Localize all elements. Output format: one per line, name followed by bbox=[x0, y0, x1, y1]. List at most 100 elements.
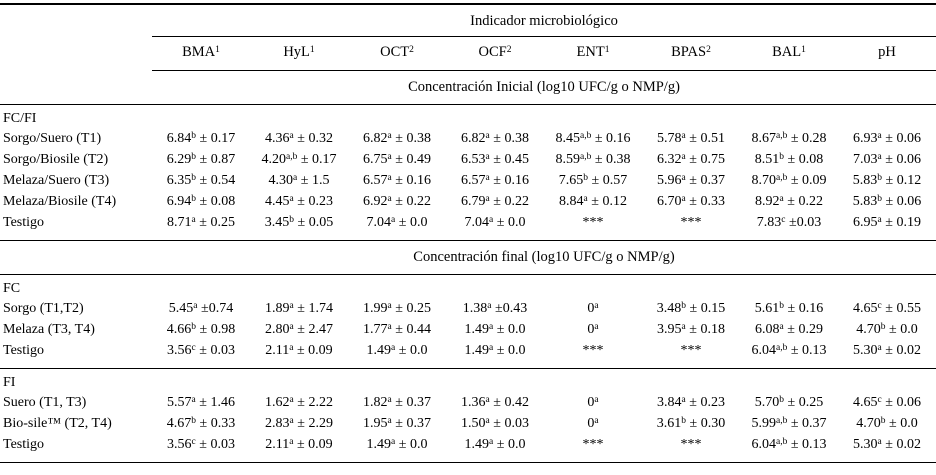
section-header-row: Concentración Inicial (log10 UFC/g o NMP… bbox=[0, 70, 936, 105]
column-header-row: BMA1 HyL1 OCT2 OCF2 ENT1 BPAS2 BAL1 pH bbox=[0, 36, 936, 71]
table-cell: 1.49a ± 0.0 bbox=[366, 343, 428, 358]
table-cell: 4.67b ± 0.33 bbox=[166, 416, 236, 431]
table-cell: 6.04a,b ± 0.13 bbox=[751, 437, 827, 452]
table-cell: 6.82a ± 0.38 bbox=[461, 131, 529, 146]
section-header: Concentración final (log10 UFC/g o NMP/g… bbox=[152, 240, 936, 275]
table-cell: 5.83b ± 0.06 bbox=[852, 194, 922, 209]
table-cell: 7.65b ± 0.57 bbox=[558, 173, 628, 188]
table-cell: 4.20a,b ± 0.17 bbox=[261, 152, 337, 167]
row-label: Testigo bbox=[3, 437, 45, 452]
table-cell: 4.65c ± 0.55 bbox=[853, 301, 921, 316]
table-cell: 0a bbox=[587, 322, 599, 337]
section-header-row: Concentración final (log10 UFC/g o NMP/g… bbox=[0, 240, 936, 275]
column-header: BAL1 bbox=[740, 36, 838, 71]
table-cell: 6.32a ± 0.75 bbox=[657, 152, 725, 167]
table-cell: *** bbox=[582, 215, 604, 230]
table-cell: 3.48b ± 0.15 bbox=[656, 301, 726, 316]
table-row: Suero (T1, T3) 5.57a ± 1.46 1.62a ± 2.22 1.… bbox=[0, 392, 936, 413]
row-label: Melaza/Biosile (T4) bbox=[3, 194, 117, 209]
table-cell: 6.57a ± 0.16 bbox=[461, 173, 529, 188]
table-title-row: Indicador microbiológico bbox=[0, 4, 936, 37]
table-cell: 6.29b ± 0.87 bbox=[166, 152, 236, 167]
table-row: Testigo 3.56c ± 0.03 2.11a ± 0.09 1.49a ± 0… bbox=[0, 434, 936, 463]
table-cell: 3.56c ± 0.03 bbox=[167, 437, 235, 452]
table-cell: 2.11a ± 0.09 bbox=[265, 437, 333, 452]
group-label-row: FC bbox=[0, 275, 936, 299]
row-label: Sorgo (T1,T2) bbox=[3, 301, 84, 316]
table-cell: 3.95a ± 0.18 bbox=[657, 322, 725, 337]
table-cell: 6.70a ± 0.33 bbox=[657, 194, 725, 209]
table-cell: 5.45a ±0.74 bbox=[168, 301, 234, 316]
row-label: Melaza (T3, T4) bbox=[3, 322, 95, 337]
table-cell: 5.30a ± 0.02 bbox=[853, 343, 921, 358]
table-cell: 6.92a ± 0.22 bbox=[363, 194, 431, 209]
table-cell: 8.84a ± 0.12 bbox=[559, 194, 627, 209]
column-header: ENT1 bbox=[544, 36, 642, 71]
table-row: Melaza (T3, T4) 4.66b ± 0.98 2.80a ± 2.47 1… bbox=[0, 319, 936, 340]
table-cell: 1.49a ± 0.0 bbox=[464, 322, 526, 337]
table-title: Indicador microbiológico bbox=[152, 4, 936, 37]
row-label: Sorgo/Biosile (T2) bbox=[3, 152, 109, 167]
row-label: Testigo bbox=[3, 343, 45, 358]
table-cell: 8.70a,b ± 0.09 bbox=[751, 173, 827, 188]
table-cell: *** bbox=[582, 437, 604, 452]
table-cell: 4.36a ± 0.32 bbox=[265, 131, 333, 146]
table-cell: 3.61b ± 0.30 bbox=[656, 416, 726, 431]
table-cell: 8.71a ± 0.25 bbox=[167, 215, 235, 230]
table-cell: 5.30a ± 0.02 bbox=[853, 437, 921, 452]
table-row: Bio-sile™ (T2, T4) 4.67b ± 0.33 2.83a ± 2.… bbox=[0, 413, 936, 434]
column-header: HyL1 bbox=[250, 36, 348, 71]
row-label: Bio-sile™ (T2, T4) bbox=[3, 416, 112, 431]
table-cell: 2.11a ± 0.09 bbox=[265, 343, 333, 358]
microbiological-indicator-table: Indicador microbiológico BMA1 HyL1 OCT2 OCF2… bbox=[0, 3, 936, 463]
table-cell: 4.70b ± 0.0 bbox=[856, 416, 918, 431]
table-cell: 6.82a ± 0.38 bbox=[363, 131, 431, 146]
table-cell: 1.49a ± 0.0 bbox=[464, 343, 526, 358]
table-cell: 8.92a ± 0.22 bbox=[755, 194, 823, 209]
group-label: FI bbox=[0, 368, 936, 392]
column-header: OCF2 bbox=[446, 36, 544, 71]
table-cell: 7.83c ±0.03 bbox=[756, 215, 822, 230]
spacer bbox=[0, 240, 152, 275]
table-cell: 8.59a,b ± 0.38 bbox=[555, 152, 631, 167]
table-row: Testigo 8.71a ± 0.25 3.45b ± 0.05 7.04a ± 0… bbox=[0, 212, 936, 241]
table-row: Sorgo/Suero (T1) 6.84b ± 0.17 4.36a ± 0.32… bbox=[0, 128, 936, 149]
table-row: Testigo 3.56c ± 0.03 2.11a ± 0.09 1.49a ± 0… bbox=[0, 340, 936, 369]
table-cell: 6.94b ± 0.08 bbox=[166, 194, 236, 209]
row-label: Sorgo/Suero (T1) bbox=[3, 131, 102, 146]
table-cell: 5.57a ± 1.46 bbox=[167, 395, 235, 410]
group-label-row: FC/FI bbox=[0, 105, 936, 129]
group-label-row: FI bbox=[0, 368, 936, 392]
table-cell: 0a bbox=[587, 395, 599, 410]
table-cell: 1.49a ± 0.0 bbox=[464, 437, 526, 452]
table-cell: 6.57a ± 0.16 bbox=[363, 173, 431, 188]
table-row: Sorgo (T1,T2) 5.45a ±0.74 1.89a ± 1.74 1.99… bbox=[0, 298, 936, 319]
table-cell: 1.38a ±0.43 bbox=[462, 301, 528, 316]
table-cell: 0a bbox=[587, 416, 599, 431]
table-cell: 1.95a ± 0.37 bbox=[363, 416, 431, 431]
column-header: OCT2 bbox=[348, 36, 446, 71]
table-cell: 4.66b ± 0.98 bbox=[166, 322, 236, 337]
table-cell: 6.75a ± 0.49 bbox=[363, 152, 431, 167]
table-cell: 1.49a ± 0.0 bbox=[366, 437, 428, 452]
table-cell: 4.70b ± 0.0 bbox=[856, 322, 918, 337]
table-cell: 6.84b ± 0.17 bbox=[166, 131, 236, 146]
table-cell: *** bbox=[680, 343, 702, 358]
row-label: Suero (T1, T3) bbox=[3, 395, 87, 410]
table-cell: *** bbox=[680, 437, 702, 452]
group-label: FC/FI bbox=[3, 111, 37, 126]
table-cell: 7.04a ± 0.0 bbox=[464, 215, 526, 230]
section-header: Concentración Inicial (log10 UFC/g o NMP… bbox=[152, 70, 936, 105]
table-cell: *** bbox=[680, 215, 702, 230]
table-cell: 6.95a ± 0.19 bbox=[853, 215, 921, 230]
table-cell: 5.83b ± 0.12 bbox=[852, 173, 922, 188]
table-cell: 4.45a ± 0.23 bbox=[265, 194, 333, 209]
table-row: Melaza/Suero (T3) 6.35b ± 0.54 4.30a ± 1.5… bbox=[0, 170, 936, 191]
table-cell: 1.36a ± 0.42 bbox=[461, 395, 529, 410]
table-cell: 6.35b ± 0.54 bbox=[166, 173, 236, 188]
indicator-table-body: Indicador microbiológico BMA1 HyL1 OCT2 OCF2… bbox=[0, 4, 936, 463]
corner-spacer bbox=[0, 4, 152, 37]
table-row: Sorgo/Biosile (T2) 6.29b ± 0.87 4.20a,b ± … bbox=[0, 149, 936, 170]
table-cell: 4.30a ± 1.5 bbox=[268, 173, 330, 188]
table-cell: 5.78a ± 0.51 bbox=[657, 131, 725, 146]
